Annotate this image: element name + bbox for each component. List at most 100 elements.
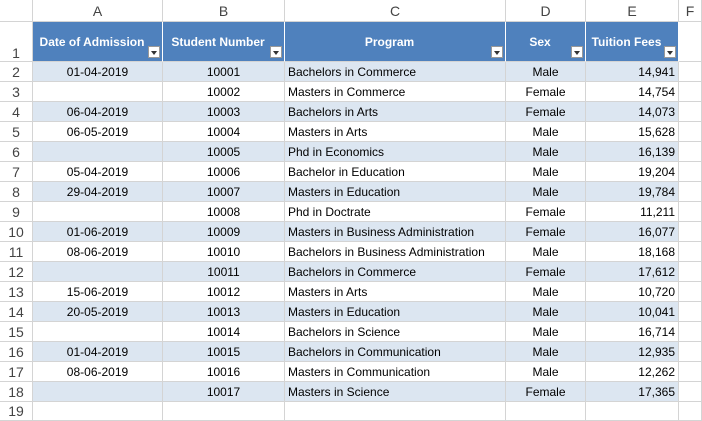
table-cell: 14,073 xyxy=(586,102,679,122)
table-cell: Female xyxy=(506,262,586,282)
empty-cell xyxy=(679,162,702,182)
row-header: 12 xyxy=(0,262,33,282)
table-cell: Male xyxy=(506,322,586,342)
table-cell: Bachelors in Science xyxy=(285,322,506,342)
table-cell xyxy=(33,82,163,102)
table-cell: Female xyxy=(506,222,586,242)
table-cell: 10011 xyxy=(163,262,285,282)
table-cell: Female xyxy=(506,202,586,222)
empty-cell xyxy=(679,62,702,82)
empty-cell xyxy=(679,262,702,282)
empty-cell xyxy=(679,222,702,242)
table-cell: Female xyxy=(506,82,586,102)
table-cell: 20-05-2019 xyxy=(33,302,163,322)
table-cell: 10003 xyxy=(163,102,285,122)
table-cell: Masters in Education xyxy=(285,302,506,322)
table-cell: Phd in Economics xyxy=(285,142,506,162)
table-cell: 10008 xyxy=(163,202,285,222)
empty-cell xyxy=(679,342,702,362)
table-cell: Masters in Commerce xyxy=(285,82,506,102)
table-cell: 06-05-2019 xyxy=(33,122,163,142)
empty-cell xyxy=(33,402,163,421)
table-cell: 01-04-2019 xyxy=(33,342,163,362)
table-cell: Masters in Science xyxy=(285,382,506,402)
empty-cell xyxy=(679,362,702,382)
empty-cell xyxy=(586,402,679,421)
table-cell xyxy=(33,262,163,282)
table-cell: 16,077 xyxy=(586,222,679,242)
row-header: 8 xyxy=(0,182,33,202)
table-cell: Bachelors in Communication xyxy=(285,342,506,362)
table-cell: 12,262 xyxy=(586,362,679,382)
table-cell: 14,941 xyxy=(586,62,679,82)
table-header: Student Number xyxy=(163,22,285,62)
table-cell: Male xyxy=(506,162,586,182)
table-cell: Male xyxy=(506,282,586,302)
table-cell: 14,754 xyxy=(586,82,679,102)
table-cell: Male xyxy=(506,242,586,262)
table-cell: 01-04-2019 xyxy=(33,62,163,82)
column-header: E xyxy=(586,0,679,22)
table-cell: 08-06-2019 xyxy=(33,242,163,262)
row-header: 2 xyxy=(0,62,33,82)
empty-cell xyxy=(679,402,702,421)
row-header: 7 xyxy=(0,162,33,182)
table-cell: 10007 xyxy=(163,182,285,202)
empty-cell xyxy=(679,102,702,122)
table-cell: 10017 xyxy=(163,382,285,402)
row-header: 3 xyxy=(0,82,33,102)
row-header: 16 xyxy=(0,342,33,362)
empty-cell xyxy=(679,122,702,142)
column-header: D xyxy=(506,0,586,22)
row-header: 11 xyxy=(0,242,33,262)
table-cell: 10006 xyxy=(163,162,285,182)
row-header: 15 xyxy=(0,322,33,342)
filter-button[interactable] xyxy=(270,46,282,58)
empty-cell xyxy=(679,302,702,322)
table-cell: Male xyxy=(506,302,586,322)
column-header: F xyxy=(679,0,702,22)
filter-button[interactable] xyxy=(148,46,160,58)
table-cell: Male xyxy=(506,142,586,162)
table-cell: 10015 xyxy=(163,342,285,362)
filter-button[interactable] xyxy=(571,46,583,58)
filter-button[interactable] xyxy=(664,46,676,58)
table-cell: 10016 xyxy=(163,362,285,382)
table-cell: 10010 xyxy=(163,242,285,262)
empty-cell xyxy=(285,402,506,421)
table-cell: Bachelor in Education xyxy=(285,162,506,182)
table-cell: 12,935 xyxy=(586,342,679,362)
column-header: B xyxy=(163,0,285,22)
empty-cell xyxy=(679,282,702,302)
filter-button[interactable] xyxy=(491,46,503,58)
table-cell: Masters in Business Administration xyxy=(285,222,506,242)
row-header: 17 xyxy=(0,362,33,382)
table-cell: 11,211 xyxy=(586,202,679,222)
table-cell: 16,139 xyxy=(586,142,679,162)
table-cell: 19,784 xyxy=(586,182,679,202)
row-header: 13 xyxy=(0,282,33,302)
row-header: 1 xyxy=(0,22,33,62)
empty-cell xyxy=(679,82,702,102)
table-cell: Bachelors in Commerce xyxy=(285,262,506,282)
row-header: 4 xyxy=(0,102,33,122)
table-cell: 18,168 xyxy=(586,242,679,262)
table-cell: 10005 xyxy=(163,142,285,162)
table-cell: Bachelors in Commerce xyxy=(285,62,506,82)
table-cell: 10002 xyxy=(163,82,285,102)
table-cell xyxy=(33,142,163,162)
empty-cell xyxy=(679,202,702,222)
row-header: 18 xyxy=(0,382,33,402)
table-cell: Male xyxy=(506,122,586,142)
empty-cell xyxy=(679,142,702,162)
table-cell: 10,041 xyxy=(586,302,679,322)
table-cell: 10014 xyxy=(163,322,285,342)
table-cell: Masters in Arts xyxy=(285,122,506,142)
row-header: 14 xyxy=(0,302,33,322)
row-header: 19 xyxy=(0,402,33,421)
table-cell: 06-04-2019 xyxy=(33,102,163,122)
table-cell: 17,612 xyxy=(586,262,679,282)
table-cell xyxy=(33,382,163,402)
empty-cell xyxy=(679,182,702,202)
